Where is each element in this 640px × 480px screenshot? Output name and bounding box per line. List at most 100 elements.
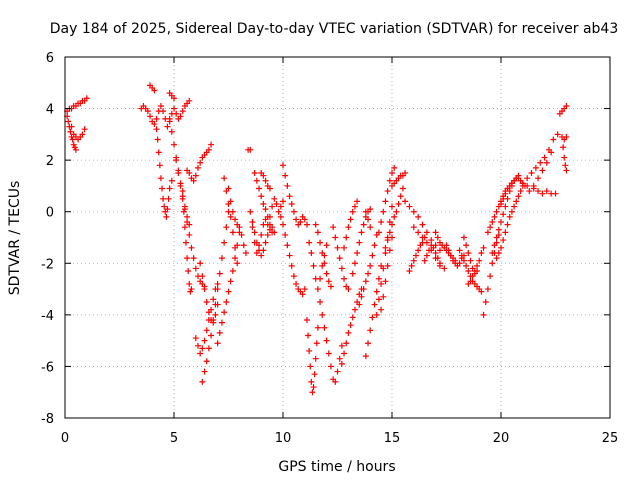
- data-point: [550, 136, 557, 143]
- data-point: [432, 229, 439, 236]
- data-point: [238, 231, 245, 238]
- data-point: [216, 329, 223, 336]
- data-point: [410, 208, 417, 215]
- data-point: [423, 229, 430, 236]
- data-point: [306, 239, 313, 246]
- data-point: [554, 131, 561, 138]
- data-point: [258, 252, 265, 259]
- data-point: [493, 255, 500, 262]
- data-point: [212, 311, 219, 318]
- data-point: [391, 213, 398, 220]
- x-tick-label: 10: [275, 431, 292, 446]
- data-point: [351, 306, 358, 313]
- data-point: [201, 337, 208, 344]
- data-point: [380, 208, 387, 215]
- data-point: [351, 203, 358, 210]
- data-point: [277, 203, 284, 210]
- data-point: [319, 311, 326, 318]
- data-point: [151, 87, 158, 94]
- data-point: [338, 360, 345, 367]
- data-point: [423, 239, 430, 246]
- data-point: [299, 291, 306, 298]
- data-point: [293, 280, 300, 287]
- data-point: [491, 213, 498, 220]
- data-point: [456, 247, 463, 254]
- data-point: [332, 378, 339, 385]
- data-point: [264, 231, 271, 238]
- data-point: [229, 268, 236, 275]
- data-point: [251, 229, 258, 236]
- data-point: [358, 229, 365, 236]
- data-point: [232, 244, 239, 251]
- data-point: [156, 162, 163, 169]
- data-point: [397, 193, 404, 200]
- data-point: [338, 265, 345, 272]
- data-point: [480, 311, 487, 318]
- data-point: [504, 221, 511, 228]
- data-point: [498, 200, 504, 207]
- data-point: [500, 237, 507, 244]
- data-point: [214, 340, 221, 347]
- data-point: [519, 180, 526, 187]
- data-point: [177, 182, 184, 189]
- data-point: [563, 167, 570, 174]
- data-point: [157, 175, 164, 182]
- data-point: [321, 324, 328, 331]
- data-point: [216, 270, 223, 277]
- y-axis-label: SDTVAR / TECUs: [7, 181, 23, 296]
- y-tick-label: 6: [46, 51, 54, 66]
- data-point: [269, 203, 276, 210]
- data-point: [338, 342, 345, 349]
- data-point: [227, 278, 234, 285]
- data-point: [423, 252, 430, 259]
- data-point: [406, 203, 413, 210]
- data-point: [430, 244, 437, 251]
- data-point: [447, 252, 454, 259]
- data-point: [386, 177, 393, 184]
- data-point: [286, 193, 293, 200]
- data-point: [434, 255, 441, 262]
- data-point: [391, 164, 398, 171]
- data-point: [384, 237, 391, 244]
- data-point: [443, 242, 450, 249]
- data-point: [205, 309, 212, 316]
- data-point: [188, 286, 195, 293]
- data-point: [508, 208, 515, 215]
- data-point: [367, 206, 374, 213]
- data-point: [334, 368, 341, 375]
- data-point: [402, 198, 409, 205]
- data-point: [153, 126, 160, 133]
- data-point: [190, 255, 197, 262]
- data-point: [264, 213, 271, 220]
- data-point: [286, 252, 293, 259]
- data-point: [456, 260, 463, 267]
- data-point: [188, 244, 195, 251]
- data-point: [197, 260, 204, 267]
- data-point: [563, 133, 570, 140]
- data-point: [517, 188, 524, 195]
- data-point: [445, 247, 452, 254]
- data-point: [399, 185, 406, 192]
- data-point: [225, 288, 232, 295]
- data-point: [186, 231, 193, 238]
- data-point: [530, 182, 537, 189]
- data-point: [203, 327, 210, 334]
- data-point: [147, 113, 154, 120]
- data-point: [532, 164, 539, 171]
- data-point: [336, 255, 343, 262]
- data-point: [164, 206, 171, 213]
- data-point: [410, 224, 417, 231]
- data-point: [214, 280, 221, 287]
- data-point: [365, 340, 372, 347]
- x-tick-label: 0: [61, 431, 69, 446]
- data-point: [197, 350, 204, 357]
- data-point: [365, 270, 372, 277]
- data-point: [410, 257, 417, 264]
- data-point: [408, 262, 415, 269]
- data-point: [436, 262, 443, 269]
- data-point: [393, 208, 400, 215]
- data-point: [341, 275, 348, 282]
- data-point: [552, 190, 559, 197]
- plot-frame: [64, 56, 611, 419]
- data-point: [421, 257, 428, 264]
